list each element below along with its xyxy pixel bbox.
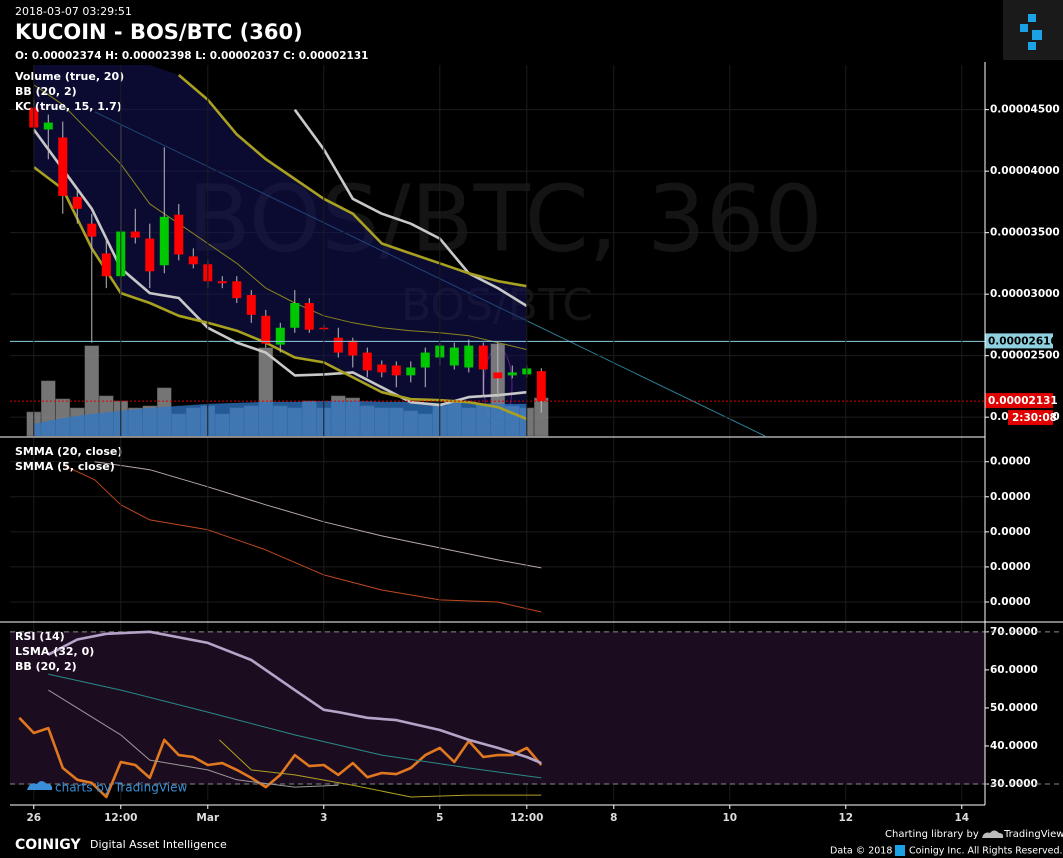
candle-body xyxy=(145,238,155,272)
logo xyxy=(1003,0,1063,60)
candle-body xyxy=(333,337,343,353)
candle-body xyxy=(304,303,314,330)
candle-body xyxy=(72,196,82,209)
y-tick-label: 0.00004500 xyxy=(990,104,1060,116)
candle-body xyxy=(87,223,97,237)
legend-entry: SMMA (20, close) xyxy=(15,445,122,458)
x-tick-label: 14 xyxy=(954,812,969,824)
candle-body xyxy=(159,216,169,266)
legend-entry: RSI (14) xyxy=(15,630,65,643)
chart-title: KUCOIN - BOS/BTC (360) xyxy=(15,20,303,44)
indicator-line xyxy=(32,128,527,407)
candle-body xyxy=(348,340,358,356)
candle-body xyxy=(217,281,227,284)
candle-body xyxy=(536,371,546,402)
channel-fill xyxy=(33,65,527,420)
coinigy-icon xyxy=(895,845,905,856)
countdown-label: 2:30:08 xyxy=(1012,412,1057,424)
candle-body xyxy=(507,372,517,376)
price-tag xyxy=(985,333,1053,349)
indicator-line xyxy=(293,108,528,308)
last-price-label: 0.00002131 xyxy=(988,395,1058,407)
x-tick-label: 26 xyxy=(26,812,41,824)
legend-entry: KC (true, 15, 1.7) xyxy=(15,100,122,113)
candle-body xyxy=(420,352,430,368)
tv-icon xyxy=(982,830,1004,838)
price-pane: 0.00002616 0.00002131 2:30:08 xyxy=(10,65,1058,437)
y-tick-label: 0.00003500 xyxy=(990,227,1060,239)
x-tick-label: 10 xyxy=(722,812,737,824)
indicator-line xyxy=(177,74,528,288)
last-price-tag xyxy=(985,393,1053,409)
rights: Coinigy Inc. All Rights Reserved. xyxy=(909,846,1063,857)
candle-body xyxy=(130,231,140,238)
x-tick-label: 12:00 xyxy=(510,812,543,824)
indicator-line xyxy=(48,689,339,788)
indicator-line xyxy=(48,673,542,779)
y-tick-label: 0.0000 xyxy=(990,491,1031,503)
legend-entry: LSMA (32, 0) xyxy=(15,645,94,658)
y-tick-label: 0.0000 xyxy=(990,596,1031,608)
candle-body xyxy=(174,214,184,255)
candle-body xyxy=(377,364,387,373)
y-tick-label: 0.0000 xyxy=(990,526,1031,538)
indicator-line xyxy=(219,739,542,798)
y-tick-label: 0.00002500 xyxy=(990,350,1060,362)
candle-body xyxy=(478,345,488,370)
candle-body xyxy=(232,281,242,299)
x-tick-label: 5 xyxy=(436,812,443,824)
y-tick-label: 0.00004000 xyxy=(990,165,1060,177)
x-tick-label: 3 xyxy=(320,812,327,824)
x-tick-label: 8 xyxy=(610,812,617,824)
candle-body xyxy=(493,372,503,379)
indicator-line xyxy=(47,630,542,765)
candle-body xyxy=(449,347,459,366)
candle-body xyxy=(261,315,271,344)
y-tick-label: 40.0000 xyxy=(990,740,1038,752)
candle-body xyxy=(464,345,474,368)
brand: COINIGY xyxy=(15,837,81,853)
y-tick-label: 0.00003000 xyxy=(990,288,1060,300)
candle-body xyxy=(43,122,53,130)
candle-body xyxy=(275,327,285,345)
y-tick-label: 0.0000 xyxy=(990,456,1031,468)
tagline: Digital Asset Intelligence xyxy=(90,838,227,851)
indicator-pane xyxy=(10,630,1063,799)
y-tick-label: 0.0000 xyxy=(990,561,1031,573)
candle-body xyxy=(101,253,111,277)
candle-body xyxy=(362,352,372,371)
ohlc-readout: O: 0.00002374 H: 0.00002398 L: 0.0000203… xyxy=(15,50,368,62)
legend-entry: SMMA (5, close) xyxy=(15,460,115,473)
library-name: TradingView xyxy=(1003,829,1063,840)
candle-body xyxy=(246,295,256,315)
x-tick-label: 12 xyxy=(838,812,853,824)
plot-layer: 0.000020000.000025000.000030000.00003500… xyxy=(10,65,1063,824)
volume-ma-area xyxy=(33,400,527,436)
library-credit: Charting library by xyxy=(885,829,979,840)
timestamp: 2018-03-07 03:29:51 xyxy=(15,5,132,18)
candle-body xyxy=(406,367,416,376)
countdown-tag xyxy=(1008,410,1053,426)
legend-entry: BB (20, 2) xyxy=(15,85,77,98)
data-credit: Data © 2018 xyxy=(830,846,892,857)
tv-credit-text: charts by TradingView xyxy=(55,781,187,795)
x-tick-label: Mar xyxy=(196,812,220,824)
level-band xyxy=(10,631,985,785)
x-tick-label: 12:00 xyxy=(104,812,137,824)
legend-entry: Volume (true, 20) xyxy=(15,70,124,83)
candle-body xyxy=(391,365,401,376)
indicator-line xyxy=(18,716,543,799)
y-tick-label: 60.0000 xyxy=(990,664,1038,676)
candle-body xyxy=(188,256,198,265)
price-tag-label: 0.00002616 xyxy=(988,335,1058,347)
indicator-line xyxy=(33,84,527,351)
y-tick-label: 50.0000 xyxy=(990,702,1038,714)
candle-body xyxy=(290,303,300,328)
indicator-line xyxy=(62,464,542,613)
candle-body xyxy=(58,137,68,196)
tv-credit: charts by TradingView xyxy=(27,781,187,795)
legend-entry: BB (20, 2) xyxy=(15,660,77,673)
